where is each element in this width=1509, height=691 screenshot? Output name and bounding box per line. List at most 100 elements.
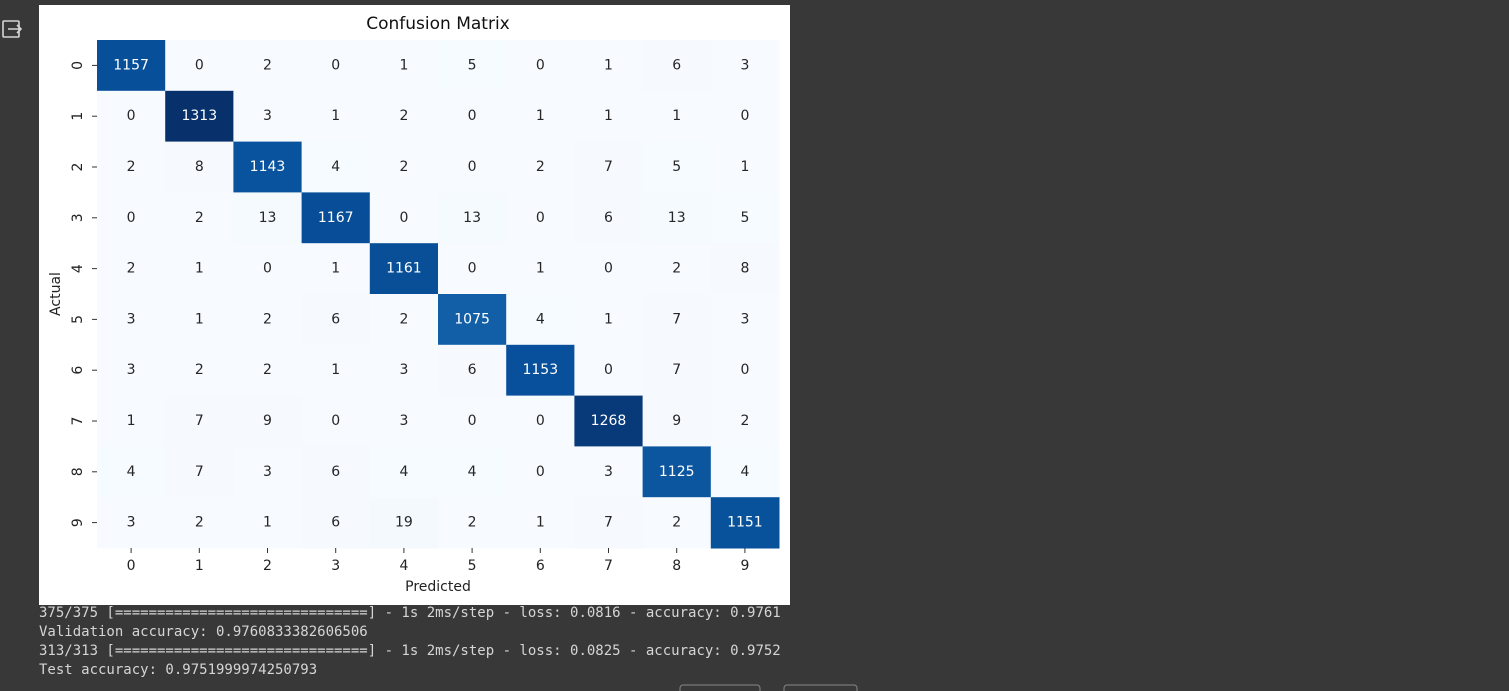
heatmap-cell [301,40,371,92]
heatmap-cell [233,395,303,447]
heatmap-cell [710,446,780,498]
cell-label: 2 [263,311,272,327]
x-tick-label: 9 [740,558,749,574]
heatmap-cell [301,192,371,244]
x-tick-label: 8 [672,558,681,574]
heatmap-cell [369,90,439,143]
heatmap-cell [301,243,371,295]
heatmap-cell [165,243,234,295]
cell-label: 0 [127,210,136,226]
heatmap-cell [574,497,644,549]
heatmap-cell [97,90,166,143]
cell-label: 13 [463,210,481,226]
heatmap-cell [438,243,507,295]
x-tick-label: 4 [399,558,408,574]
cell-label: 1125 [659,464,695,480]
cell-label: 6 [331,515,340,531]
cell-label: 1 [604,57,613,73]
y-tick-label: 3 [70,213,86,222]
heatmap-cell [506,90,575,143]
cell-label: 0 [195,57,204,73]
heatmap-cell [369,446,439,498]
heatmap-cell [369,40,439,92]
cell-label: 2 [127,261,136,277]
cell-label: 2 [672,261,681,277]
cell-label: 0 [331,413,340,429]
heatmap-cell [642,395,712,447]
y-tick-label: 6 [70,366,86,375]
cell-label: 1 [331,108,340,124]
heatmap-cell [233,40,303,92]
heatmap-cell [574,141,644,193]
cell-label: 2 [195,515,204,531]
cell-label: 3 [127,515,136,531]
cell-label: 0 [263,261,272,277]
cell-label: 0 [468,413,477,429]
button[interactable] [679,684,761,691]
heatmap-cell [710,395,780,447]
y-tick-label: 1 [70,112,86,121]
cell-label: 9 [263,413,272,429]
cell-label: 3 [127,311,136,327]
heatmap-cell [369,294,439,346]
cell-label: 2 [195,362,204,378]
heatmap-cell [506,344,575,397]
heatmap-cell [369,192,439,244]
cell-label: 7 [195,464,204,480]
heatmap-cell [642,497,712,549]
x-axis-label: Predicted [405,579,471,595]
output-icon[interactable] [2,20,23,38]
output-text: 375/375 [==============================]… [39,604,781,680]
cell-label: 6 [604,210,613,226]
heatmap-cell [438,344,507,397]
x-tick-label: 0 [127,558,136,574]
cell-label: 1 [604,311,613,327]
cell-label: 0 [604,261,613,277]
heatmap-cell [369,243,439,295]
y-tick-label: 9 [70,518,86,527]
cell-label: 0 [468,261,477,277]
cell-label: 2 [740,413,749,429]
button[interactable] [783,684,858,691]
cell-label: 1 [127,413,136,429]
cell-label: 2 [399,159,408,175]
cell-label: 19 [395,515,413,531]
cell-label: 6 [468,362,477,378]
heatmap-cell [301,141,371,193]
cell-label: 13 [259,210,277,226]
cell-label: 4 [468,464,477,480]
heatmap-cell [710,243,780,295]
heatmap-cell [574,294,644,346]
heatmap-cell [506,446,575,498]
heatmap-cell [642,446,712,498]
cell-label: 4 [331,159,340,175]
heatmap-cell [506,243,575,295]
cell-label: 4 [127,464,136,480]
heatmap-cell [438,40,507,92]
cell-label: 5 [672,159,681,175]
heatmap-cell [369,141,439,193]
heatmap-cell [369,344,439,397]
output-line: Test accuracy: 0.9751999974250793 [39,662,318,678]
cell-label: 1313 [181,108,217,124]
output-line: 313/313 [==============================]… [39,643,781,659]
heatmap-cell [165,294,234,346]
cell-label: 0 [468,159,477,175]
heatmap-cell [574,344,644,397]
cell-label: 2 [672,515,681,531]
cell-label: 1 [263,515,272,531]
cell-label: 2 [468,515,477,531]
heatmap-cell [710,40,780,92]
cell-label: 7 [672,362,681,378]
cell-label: 7 [672,311,681,327]
y-tick-label: 0 [70,61,86,70]
cell-label: 2 [536,159,545,175]
heatmap-cell [301,344,371,397]
heatmap-cell [233,141,303,193]
cell-label: 1 [740,159,749,175]
cell-label: 4 [536,311,545,327]
heatmap-cell [710,294,780,346]
heatmap-cell [438,497,507,549]
heatmap-cell [506,395,575,447]
